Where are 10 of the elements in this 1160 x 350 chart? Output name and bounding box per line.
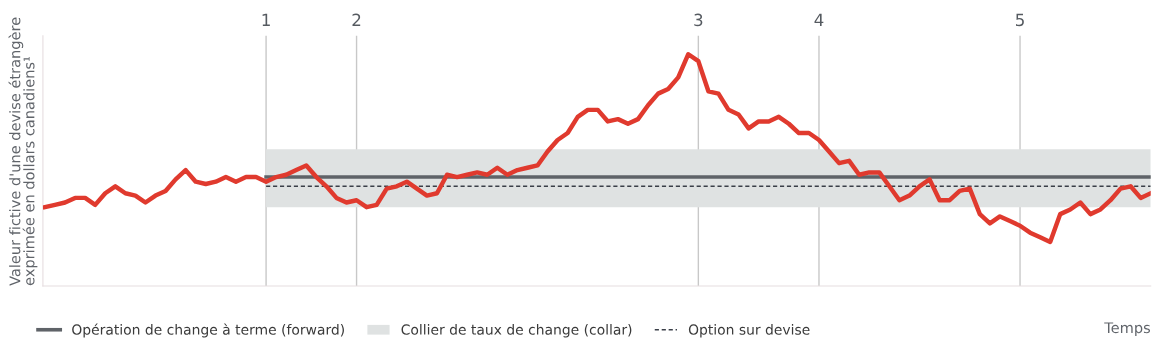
x-axis-title: Temps <box>1104 322 1151 337</box>
x-tick-label: 1 <box>262 13 270 26</box>
legend-label: Option sur devise <box>688 324 810 338</box>
legend-label: Opération de change à terme (forward) <box>72 323 344 338</box>
x-tick-label: 2 <box>352 13 361 26</box>
legend-label: Collier de taux de change (collar) <box>401 324 632 338</box>
x-tick-label: 5 <box>1016 13 1024 27</box>
x-tick-label: 3 <box>694 13 703 27</box>
x-tick-label: 4 <box>814 13 824 26</box>
y-axis-title: Valeur fictive d'une devise étrangère exprimée en dollars canadiens¹ <box>8 17 38 286</box>
